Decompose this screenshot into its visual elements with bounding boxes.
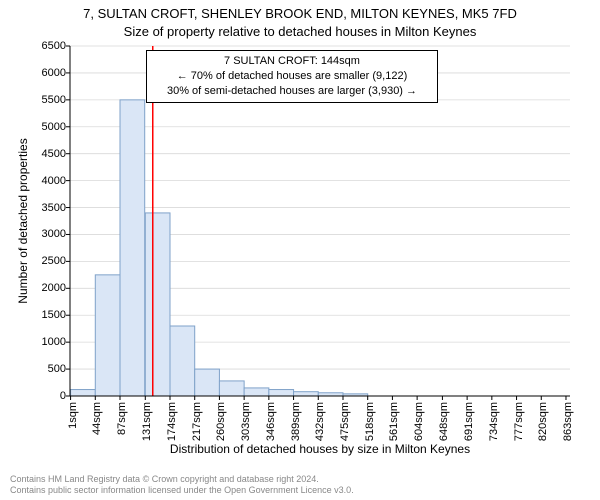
annotation-line3: 30% of semi-detached houses are larger (… [155, 84, 429, 99]
histogram-bar [95, 275, 120, 396]
y-tick-label: 500 [6, 363, 66, 375]
x-tick-label: 131sqm [141, 402, 153, 441]
figure: 7, SULTAN CROFT, SHENLEY BROOK END, MILT… [0, 0, 600, 500]
x-tick-label: 389sqm [290, 402, 302, 441]
x-tick-label: 561sqm [388, 402, 400, 441]
histogram-bar [244, 388, 269, 396]
histogram-bar [294, 392, 319, 396]
y-tick-label: 2500 [6, 255, 66, 267]
y-tick-label: 2000 [6, 282, 66, 294]
annotation-line2: ← 70% of detached houses are smaller (9,… [155, 69, 429, 84]
x-tick-label: 820sqm [537, 402, 549, 441]
x-tick-label: 346sqm [265, 402, 277, 441]
y-tick-label: 3500 [6, 202, 66, 214]
x-tick-label: 604sqm [413, 402, 425, 441]
x-tick-label: 44sqm [91, 402, 103, 435]
y-tick-label: 1000 [6, 336, 66, 348]
histogram-bar [71, 390, 96, 396]
histogram-bar [219, 381, 244, 396]
chart-title-line1: 7, SULTAN CROFT, SHENLEY BROOK END, MILT… [0, 6, 600, 21]
histogram-bar [269, 390, 294, 396]
x-axis-label: Distribution of detached houses by size … [70, 442, 570, 456]
histogram-bar [145, 213, 170, 396]
x-tick-label: 217sqm [191, 402, 203, 441]
y-tick-label: 1500 [6, 309, 66, 321]
histogram-bar [170, 326, 195, 396]
x-tick-label: 303sqm [240, 402, 252, 441]
histogram-bar [195, 369, 220, 396]
x-tick-label: 174sqm [166, 402, 178, 441]
chart-title-line2: Size of property relative to detached ho… [0, 24, 600, 39]
y-tick-label: 3000 [6, 228, 66, 240]
histogram-bar [120, 100, 145, 396]
y-tick-label: 4000 [6, 175, 66, 187]
x-tick-label: 518sqm [364, 402, 376, 441]
x-tick-label: 87sqm [116, 402, 128, 435]
annotation-callout: 7 SULTAN CROFT: 144sqm ← 70% of detached… [146, 50, 438, 103]
x-tick-label: 691sqm [463, 402, 475, 441]
x-tick-label: 863sqm [562, 402, 574, 441]
x-tick-label: 432sqm [314, 402, 326, 441]
footer-attribution: Contains HM Land Registry data © Crown c… [10, 474, 354, 497]
x-tick-label: 648sqm [438, 402, 450, 441]
y-tick-label: 6500 [6, 40, 66, 52]
x-tick-label: 475sqm [339, 402, 351, 441]
y-tick-label: 5500 [6, 94, 66, 106]
footer-line1: Contains HM Land Registry data © Crown c… [10, 474, 354, 485]
x-tick-label: 734sqm [488, 402, 500, 441]
x-tick-label: 260sqm [215, 402, 227, 441]
footer-line2: Contains public sector information licen… [10, 485, 354, 496]
x-tick-label: 1sqm [67, 402, 79, 429]
y-tick-label: 6000 [6, 67, 66, 79]
y-tick-label: 4500 [6, 148, 66, 160]
y-tick-label: 5000 [6, 121, 66, 133]
x-tick-label: 777sqm [513, 402, 525, 441]
y-tick-label: 0 [6, 390, 66, 402]
annotation-line1: 7 SULTAN CROFT: 144sqm [155, 54, 429, 69]
